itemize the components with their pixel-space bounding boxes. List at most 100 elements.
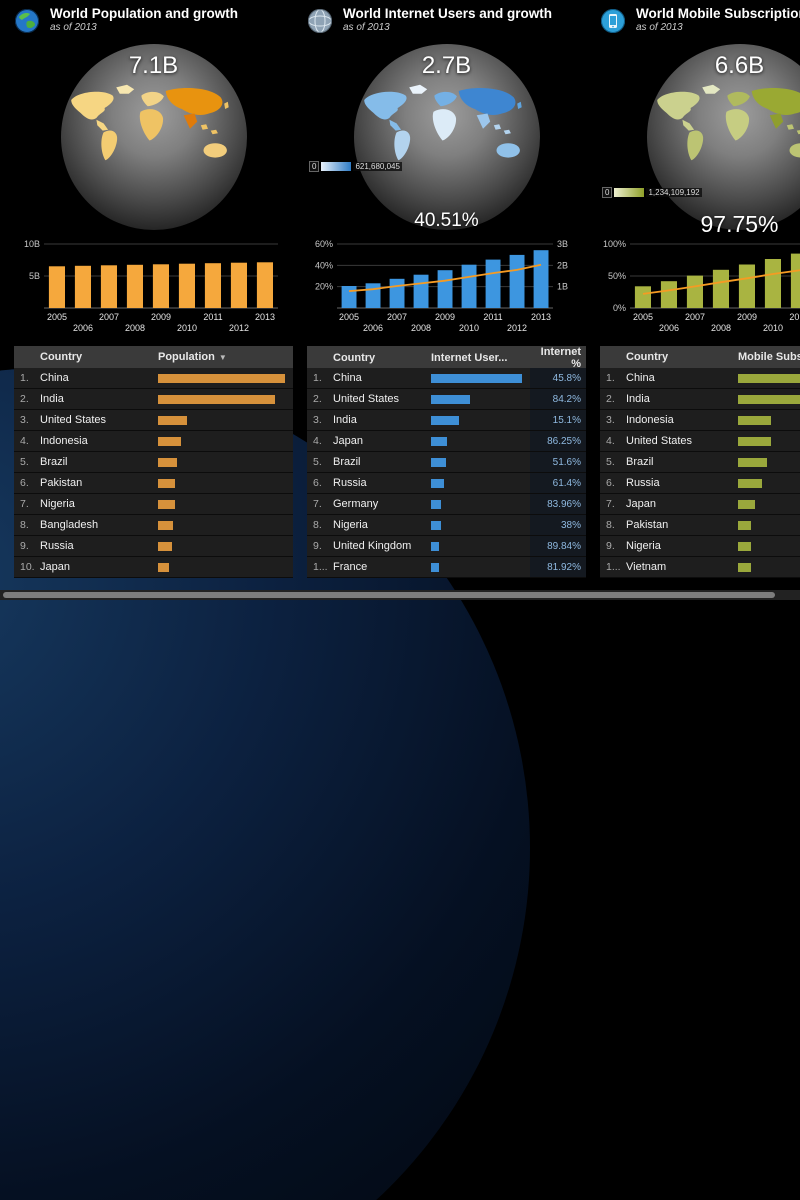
table-row[interactable]: 3.Indonesia [600,410,800,431]
table-row[interactable]: 1...Vietnam [600,557,800,578]
row-country: Japan [40,561,158,573]
value-bar [738,479,762,488]
row-percent: 86.25% [530,431,586,451]
svg-text:2007: 2007 [685,312,705,322]
table-row[interactable]: 10.Japan [14,557,293,578]
table-row[interactable]: 2.India [600,389,800,410]
column-header-metric[interactable]: Internet User... [431,352,530,364]
value-bar [738,521,751,530]
legend-max: 621,680,045 [353,162,402,171]
row-percent: 51.6% [530,452,586,472]
header-text: World Population and growth as of 2013 [50,6,238,33]
table-row[interactable]: 9.Russia [14,536,293,557]
value-bar [738,395,800,404]
svg-text:60%: 60% [315,239,333,249]
svg-text:2008: 2008 [125,323,145,333]
table-row[interactable]: 5.Brazil [14,452,293,473]
row-bar-cell [738,374,800,383]
column-header-metric[interactable]: Population▼ [158,351,293,363]
world-map [650,82,800,172]
table-row[interactable]: 7.Japan [600,494,800,515]
table-row[interactable]: 1...France 81.92% [307,557,586,578]
row-rank: 1. [14,372,40,384]
value-bar [431,542,439,551]
column-header-metric[interactable]: Mobile Subsc... [738,351,800,363]
value-bar [738,500,755,509]
table-row[interactable]: 8.Bangladesh [14,515,293,536]
table-row[interactable]: 1.China [600,368,800,389]
row-rank: 3. [600,414,626,426]
row-bar-cell [738,542,800,551]
value-bar [431,458,446,467]
value-bar [158,563,169,572]
table-row[interactable]: 6.Pakistan [14,473,293,494]
row-country: Pakistan [40,477,158,489]
growth-chart[interactable]: 20%40%60%1B2B3B2005200620072008200920102… [307,238,579,338]
row-bar-cell [431,458,530,467]
row-country: Nigeria [333,519,431,531]
row-country: France [333,561,431,573]
table-row[interactable]: 2.India [14,389,293,410]
svg-text:2009: 2009 [737,312,757,322]
world-map [64,82,244,172]
value-bar [738,437,771,446]
svg-text:2012: 2012 [229,323,249,333]
svg-text:2007: 2007 [387,312,407,322]
headline-metric: 6.6B [600,52,800,80]
table-row[interactable]: 7.Nigeria [14,494,293,515]
horizontal-scrollbar[interactable] [0,590,800,600]
panel-subtitle: as of 2013 [636,22,800,33]
table-row[interactable]: 6.Russia [600,473,800,494]
growth-chart[interactable]: 5B10B20052006200720082009201020112012201… [14,238,286,338]
value-bar [431,563,439,572]
svg-text:2011: 2011 [789,312,800,322]
table-row[interactable]: 5.Brazil [600,452,800,473]
row-percent: 89.84% [530,536,586,556]
column-header-percent[interactable]: Internet % [530,346,586,370]
row-bar-cell [738,458,800,467]
penetration-percent: 40.51% [307,210,586,232]
row-percent: 84.2% [530,389,586,409]
column-header-country[interactable]: Country [626,351,738,363]
row-percent: 81.92% [530,557,586,577]
row-bar-cell [431,563,530,572]
growth-chart[interactable]: 0%50%100%2005200620072008200920102011201… [600,238,800,338]
column-header-country[interactable]: Country [333,352,431,364]
row-country: United States [40,414,158,426]
svg-text:2010: 2010 [763,323,783,333]
row-percent: 38% [530,515,586,535]
table-row[interactable]: 4.Indonesia [14,431,293,452]
dashboard: World Population and growth as of 2013 7… [0,0,800,578]
row-bar-cell [431,500,530,509]
globe-visualization[interactable]: 7.1B [14,44,293,234]
scrollbar-thumb[interactable] [3,592,775,598]
table-row[interactable]: 8.Pakistan [600,515,800,536]
table-row[interactable]: 1.China [14,368,293,389]
row-rank: 6. [14,477,40,489]
value-bar [738,416,771,425]
table-row[interactable]: 3.United States [14,410,293,431]
row-country: India [40,393,158,405]
svg-text:2013: 2013 [255,312,275,322]
sort-icon: ▼ [219,353,227,362]
row-rank: 4. [14,435,40,447]
row-rank: 1... [307,561,333,573]
table-row[interactable]: 9.Nigeria [600,536,800,557]
table-row[interactable]: 4.United States [600,431,800,452]
row-country: Brazil [40,456,158,468]
column-header-country[interactable]: Country [40,351,158,363]
